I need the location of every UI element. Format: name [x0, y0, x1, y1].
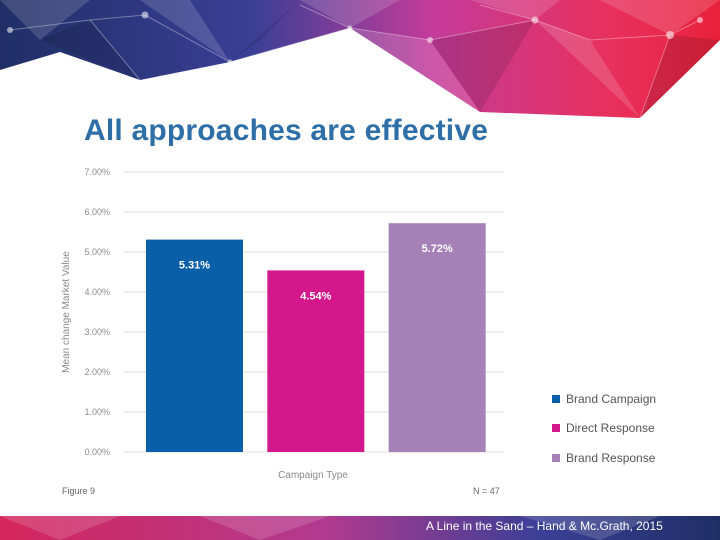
bar-brand-campaign	[146, 239, 243, 452]
legend-swatch-brand-response	[552, 453, 560, 462]
y-axis-title: Mean change Market Value	[61, 251, 72, 373]
y-tick-label: 2.00%	[84, 367, 110, 377]
y-axis-ticks: 0.00% 1.00% 2.00% 3.00% 4.00% 5.00% 6.00% 7.00%	[84, 167, 110, 457]
bar-value-label: 5.31%	[179, 260, 210, 272]
x-axis-title: Campaign Type	[278, 470, 348, 481]
bars	[146, 223, 486, 452]
y-tick-label: 0.00%	[84, 447, 110, 457]
figure-label: Figure 9	[62, 486, 96, 496]
bar-chart: 0.00% 1.00% 2.00% 3.00% 4.00% 5.00% 6.00% 7.00%…	[61, 167, 504, 481]
legend-label: Brand Campaign	[566, 391, 657, 406]
y-tick-label: 7.00%	[84, 167, 110, 177]
bottom-banner-graphic	[0, 516, 720, 540]
y-tick-label: 4.00%	[84, 287, 110, 297]
legend-swatch-brand-campaign	[552, 394, 560, 403]
data-labels: 5.31% 4.54% 5.72%	[179, 243, 453, 302]
bar-direct-response	[267, 270, 365, 452]
y-tick-label: 1.00%	[84, 407, 110, 417]
legend-swatch-direct-response	[552, 424, 560, 433]
legend-label: Direct Response	[566, 421, 655, 436]
slide-title: All approaches are effective	[84, 114, 489, 147]
top-banner-graphic	[0, 0, 720, 119]
y-tick-label: 3.00%	[84, 327, 110, 337]
legend-item-brand-campaign: Brand Campaign	[552, 384, 702, 414]
chart-panel: 0.00% 1.00% 2.00% 3.00% 4.00% 5.00% 6.00% 7.00%…	[44, 158, 518, 500]
bar-brand-response	[388, 223, 486, 452]
legend-item-brand-response: Brand Response	[552, 443, 702, 473]
legend-item-direct-response: Direct Response	[552, 414, 702, 444]
citation-text: A Line in the Sand – Hand & Mc.Grath, 20…	[426, 519, 663, 533]
legend-label: Brand Response	[566, 450, 656, 465]
sample-size-label: N = 47	[473, 486, 500, 496]
bar-value-label: 5.72%	[422, 243, 453, 255]
y-tick-label: 5.00%	[84, 247, 110, 257]
bar-value-label: 4.54%	[300, 290, 331, 302]
y-tick-label: 6.00%	[84, 207, 110, 217]
chart-legend: Brand Campaign Direct Response Brand Res…	[552, 384, 702, 473]
